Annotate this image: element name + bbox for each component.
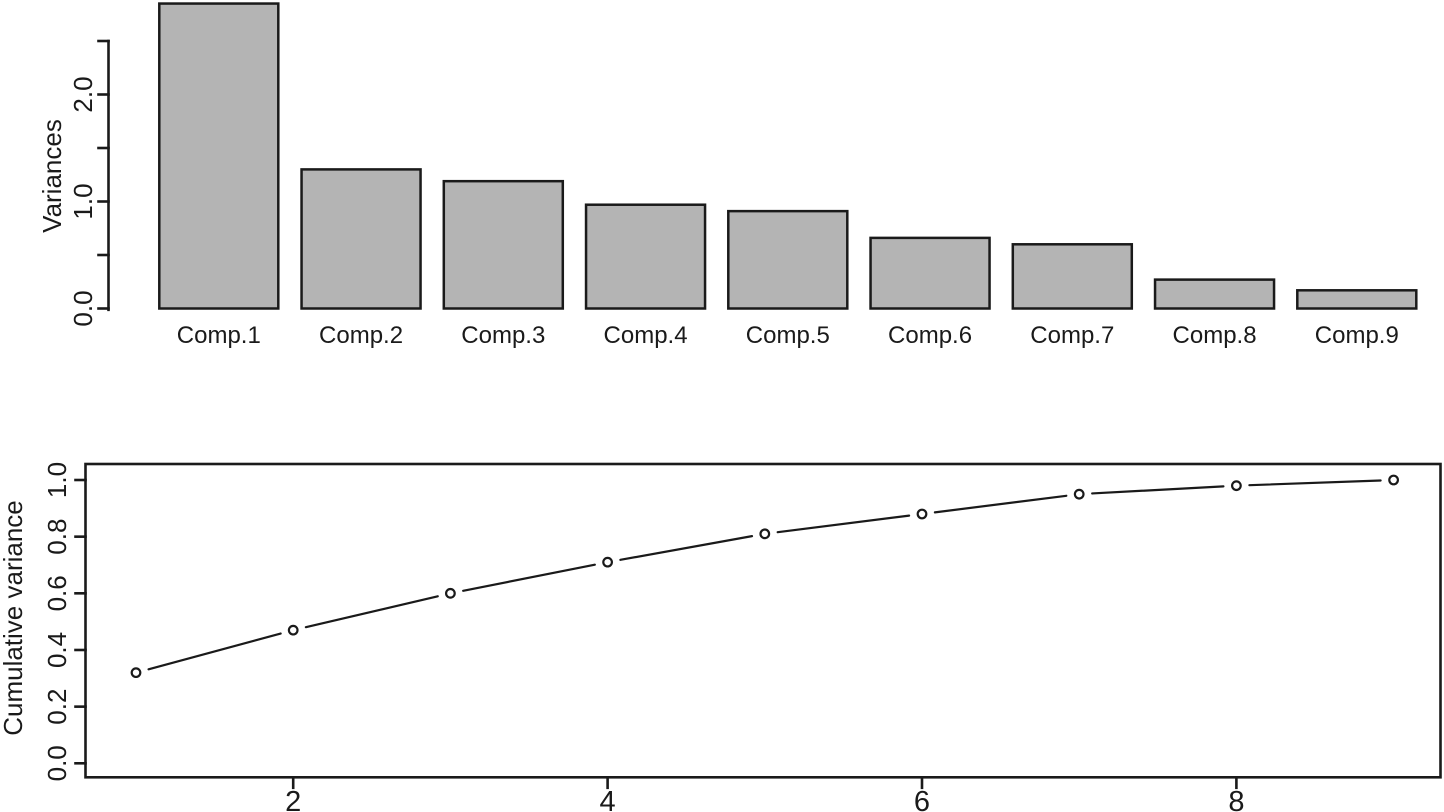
bar-comp-8 xyxy=(1153,278,1276,310)
bar-comp-5 xyxy=(727,209,849,310)
cumulative-line-segment xyxy=(933,494,1068,514)
bar-category-label: Comp.3 xyxy=(461,322,545,349)
bar-comp-1 xyxy=(158,2,280,310)
bar-category-label: Comp.2 xyxy=(319,322,403,349)
cumulative-y-tick-label: 0.4 xyxy=(42,632,72,668)
data-point-comp-2 xyxy=(287,624,299,636)
cumulative-variance-render: 0.0 0.2 0.4 0.6 0.8 1.0 2 4 6 8 xyxy=(42,462,1442,812)
scree-plot-render: 0.0 1.0 2.0 Comp.1 Comp.2 Comp.3 Comp.4 Comp.5 C… xyxy=(68,2,1418,349)
bar-category-label: Comp.6 xyxy=(888,322,972,349)
scree-plot-panel: 0.0 1.0 2.0 Comp.1 Comp.2 Comp.3 Comp.4 Comp.5 C… xyxy=(37,2,1418,349)
cumulative-y-tick-label: 0.2 xyxy=(42,689,72,725)
cumulative-line-segment xyxy=(147,632,282,671)
data-point-comp-8 xyxy=(1230,480,1242,492)
bar-comp-6 xyxy=(869,236,991,310)
plot-box xyxy=(84,462,1442,779)
scree-y-axis-title: Variances xyxy=(37,119,67,233)
cumulative-line-segment xyxy=(304,595,439,629)
cumulative-line-segment xyxy=(462,563,596,592)
data-point-comp-1 xyxy=(130,667,142,679)
cumulative-x-tick-label: 4 xyxy=(600,786,616,812)
cumulative-y-tick-label: 0.8 xyxy=(42,519,72,555)
cumulative-y-tick-label: 1.0 xyxy=(42,462,72,498)
scree-y-tick-label: 2.0 xyxy=(68,76,98,112)
bar-comp-4 xyxy=(584,203,707,310)
cumulative-x-tick-label: 6 xyxy=(914,786,930,812)
data-point-comp-7 xyxy=(1073,488,1085,500)
bar-category-label: Comp.1 xyxy=(177,322,261,349)
cumulative-y-tick-label: 0.6 xyxy=(42,575,72,611)
bar-category-label: Comp.8 xyxy=(1173,322,1257,349)
bar-category-label: Comp.5 xyxy=(746,322,830,349)
data-point-comp-5 xyxy=(759,528,771,540)
cumulative-y-axis-title: Cumulative variance xyxy=(0,500,28,736)
scree-y-tick-label: 0.0 xyxy=(68,290,98,326)
bar-category-label: Comp.4 xyxy=(604,322,688,349)
cumulative-line-segment xyxy=(1091,485,1225,495)
cumulative-x-tick-label: 2 xyxy=(285,786,301,812)
bar-comp-2 xyxy=(300,168,422,310)
bar-comp-9 xyxy=(1296,289,1418,310)
data-point-comp-9 xyxy=(1388,474,1399,486)
scree-plot-svg: 0.0 1.0 2.0 Comp.1 Comp.2 Comp.3 Comp.4 Comp.5 C… xyxy=(37,2,1418,349)
bar-category-label: Comp.7 xyxy=(1030,322,1114,349)
cumulative-y-tick-label: 0.0 xyxy=(42,745,72,781)
cumulative-line-segment xyxy=(1248,479,1382,487)
data-point-comp-3 xyxy=(445,587,456,599)
data-point-comp-6 xyxy=(916,508,928,520)
cumulative-line-segment xyxy=(776,514,911,534)
cumulative-x-tick-label: 8 xyxy=(1228,786,1244,812)
bar-comp-7 xyxy=(1011,243,1134,310)
cumulative-line-segment xyxy=(619,535,754,561)
cumulative-variance-panel: 0.0 0.2 0.4 0.6 0.8 1.0 2 4 6 8 Cumulative varian… xyxy=(0,430,1444,812)
scree-y-tick-label: 1.0 xyxy=(68,183,98,219)
data-point-comp-4 xyxy=(602,556,613,568)
bar-category-label: Comp.9 xyxy=(1315,322,1399,349)
bar-comp-3 xyxy=(442,179,565,310)
cumulative-variance-svg: 0.0 0.2 0.4 0.6 0.8 1.0 2 4 6 8 Cumulative varian… xyxy=(0,462,1442,812)
